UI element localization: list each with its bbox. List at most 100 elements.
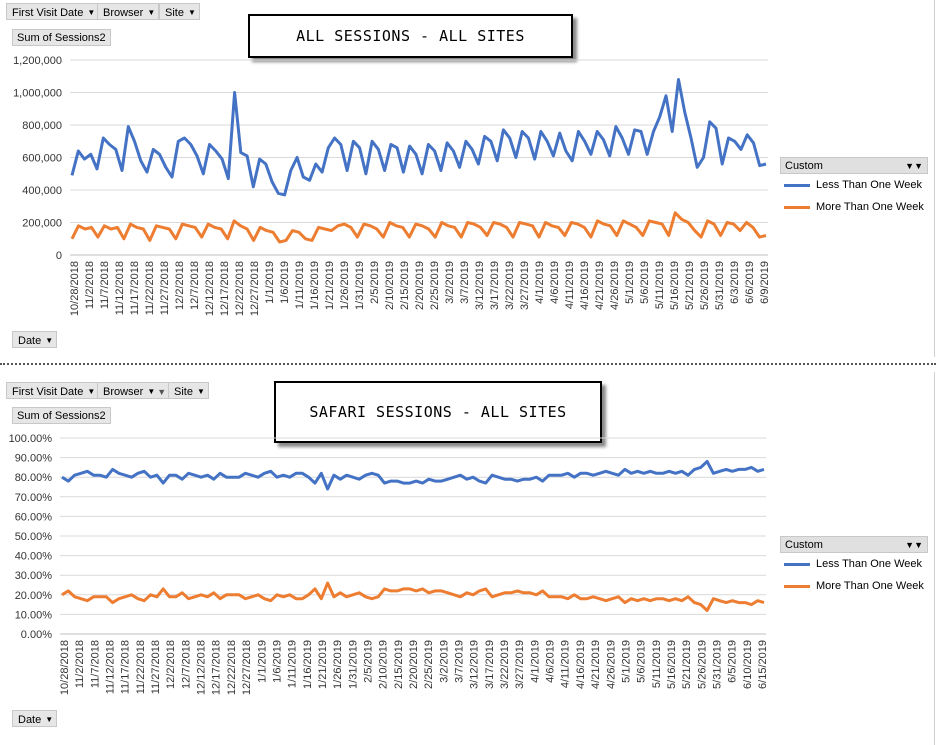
all-sessions-chart-panel: First Visit Date ▼ Browser ▼ Site ▼ Sum of … xyxy=(0,0,936,357)
x-tick-label: 5/11/2019 xyxy=(651,640,663,688)
x-tick-label: 1/31/2019 xyxy=(347,640,359,689)
axis-field-date-label: Date xyxy=(18,714,42,726)
filter-first-visit-date-button[interactable]: First Visit Date ▼ xyxy=(6,3,100,20)
x-tick-label: 10/28/2018 xyxy=(59,640,71,695)
filter-first-visit-date-button[interactable]: First Visit Date ▼ xyxy=(6,382,100,399)
filter-site-button[interactable]: Site ▼ xyxy=(159,3,200,20)
x-tick-label: 11/2/2018 xyxy=(74,640,86,688)
x-tick-label: 2/25/2019 xyxy=(423,640,435,689)
x-tick-label: 5/11/2019 xyxy=(654,261,666,309)
x-tick-label: 1/26/2019 xyxy=(332,640,344,689)
x-tick-label: 11/2/2018 xyxy=(84,261,96,309)
chart-title: ALL SESSIONS - ALL SITES xyxy=(296,27,525,45)
funnel-filter-icon: ▼▼ xyxy=(905,540,923,550)
safari-sessions-chart-panel: First Visit Date ▼ Browser ▼ ▼ Site ▼ Sum of… xyxy=(0,372,936,745)
series-line-less-than-one-week xyxy=(61,460,765,491)
x-tick-label: 2/15/2019 xyxy=(393,640,405,689)
x-tick-label: 2/25/2019 xyxy=(429,261,441,310)
x-tick-label: 12/2/2018 xyxy=(165,640,177,689)
legend-label-more: More Than One Week xyxy=(816,201,924,213)
x-tick-label: 4/26/2019 xyxy=(609,261,621,310)
dropdown-arrow-icon: ▼ xyxy=(196,387,205,396)
y-tick-label: 100.00% xyxy=(9,433,53,445)
filter-site-label: Site xyxy=(165,7,184,19)
filter-site-button[interactable]: Site ▼ xyxy=(168,382,209,399)
legend-label-less: Less Than One Week xyxy=(816,558,922,570)
legend-header-label: Custom xyxy=(785,160,823,172)
legend-item-less: Less Than One Week xyxy=(780,553,928,575)
x-tick-label: 6/10/2019 xyxy=(742,640,754,689)
x-tick-label: 3/27/2019 xyxy=(514,640,526,689)
chart-legend: Custom ▼▼ Less Than One Week More Than O… xyxy=(780,536,928,597)
x-tick-label: 12/2/2018 xyxy=(174,261,186,310)
x-tick-label: 3/27/2019 xyxy=(519,261,531,310)
legend-item-less: Less Than One Week xyxy=(780,174,928,196)
x-tick-label: 6/5/2019 xyxy=(727,640,739,683)
x-tick-label: 11/17/2018 xyxy=(129,261,141,315)
x-tick-label: 12/27/2018 xyxy=(249,261,261,316)
chart-title-box: SAFARI SESSIONS - ALL SITES xyxy=(274,381,602,443)
x-tick-label: 11/7/2018 xyxy=(99,261,111,309)
x-tick-label: 11/17/2018 xyxy=(120,640,132,694)
y-tick-label: 70.00% xyxy=(15,492,53,504)
x-tick-label: 6/3/2019 xyxy=(729,261,741,304)
legend-custom-field-button[interactable]: Custom ▼▼ xyxy=(780,536,928,553)
x-tick-label: 11/27/2018 xyxy=(159,261,171,315)
series-line-more-than-one-week xyxy=(61,581,765,612)
x-tick-label: 4/11/2019 xyxy=(560,640,572,688)
x-tick-label: 4/1/2019 xyxy=(534,261,546,304)
y-tick-label: 20.00% xyxy=(15,590,53,602)
x-tick-label: 2/5/2019 xyxy=(369,261,381,304)
axis-field-date-button[interactable]: Date ▼ xyxy=(12,331,58,348)
legend-swatch-less xyxy=(784,183,810,187)
x-tick-label: 2/5/2019 xyxy=(362,640,374,683)
y-tick-label: 400,000 xyxy=(22,185,62,197)
x-tick-label: 5/26/2019 xyxy=(699,261,711,310)
y-tick-label: 1,000,000 xyxy=(13,88,62,100)
legend-label-more: More Than One Week xyxy=(816,580,924,592)
x-tick-label: 5/6/2019 xyxy=(636,640,648,683)
y-tick-label: 60.00% xyxy=(15,511,53,523)
dropdown-arrow-icon: ▼ xyxy=(147,8,156,17)
x-tick-label: 5/26/2019 xyxy=(696,640,708,689)
x-tick-label: 5/31/2019 xyxy=(711,640,723,689)
x-tick-label: 11/22/2018 xyxy=(144,261,156,315)
x-tick-label: 3/2/2019 xyxy=(438,640,450,683)
x-tick-label: 3/12/2019 xyxy=(474,261,486,310)
x-tick-label: 1/26/2019 xyxy=(339,261,351,310)
x-tick-label: 3/7/2019 xyxy=(454,640,466,683)
value-field-label[interactable]: Sum of Sessions2 xyxy=(12,29,111,46)
x-tick-label: 1/16/2019 xyxy=(309,261,321,310)
x-tick-label: 10/28/2018 xyxy=(69,261,81,316)
value-field-label[interactable]: Sum of Sessions2 xyxy=(12,407,111,424)
x-tick-label: 11/12/2018 xyxy=(114,261,126,315)
x-tick-label: 3/2/2019 xyxy=(444,261,456,304)
x-tick-label: 2/10/2019 xyxy=(378,640,390,689)
funnel-filter-icon: ▼ xyxy=(157,387,167,397)
x-tick-label: 2/10/2019 xyxy=(384,261,396,310)
x-tick-label: 11/27/2018 xyxy=(150,640,162,694)
filter-browser-button[interactable]: Browser ▼ xyxy=(97,3,160,20)
x-tick-label: 1/6/2019 xyxy=(271,640,283,683)
y-tick-label: 800,000 xyxy=(22,120,62,132)
x-tick-label: 12/12/2018 xyxy=(204,261,216,316)
x-tick-label: 12/27/2018 xyxy=(241,640,253,695)
axis-field-date-button[interactable]: Date ▼ xyxy=(12,710,58,727)
x-tick-label: 5/1/2019 xyxy=(624,261,636,304)
x-tick-label: 4/21/2019 xyxy=(594,261,606,310)
series-line-more-than-one-week xyxy=(70,211,767,244)
y-tick-label: 30.00% xyxy=(15,570,53,582)
x-tick-label: 1/6/2019 xyxy=(279,261,291,304)
x-tick-label: 3/22/2019 xyxy=(499,640,511,689)
axis-field-date-label: Date xyxy=(18,335,42,347)
x-tick-label: 1/31/2019 xyxy=(354,261,366,310)
legend-custom-field-button[interactable]: Custom ▼▼ xyxy=(780,157,928,174)
filter-browser-button[interactable]: Browser ▼ ▼ xyxy=(97,382,171,399)
y-tick-label: 10.00% xyxy=(15,609,53,621)
x-tick-label: 2/20/2019 xyxy=(408,640,420,689)
x-tick-label: 4/6/2019 xyxy=(545,640,557,683)
x-tick-label: 4/1/2019 xyxy=(529,640,541,683)
y-tick-label: 40.00% xyxy=(15,551,53,563)
legend-item-more: More Than One Week xyxy=(780,196,928,218)
x-tick-label: 1/11/2019 xyxy=(287,640,299,688)
